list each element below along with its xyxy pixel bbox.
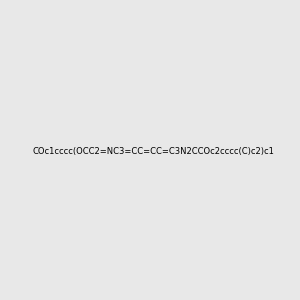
Text: COc1cccc(OCC2=NC3=CC=CC=C3N2CCOc2cccc(C)c2)c1: COc1cccc(OCC2=NC3=CC=CC=C3N2CCOc2cccc(C)… bbox=[33, 147, 275, 156]
